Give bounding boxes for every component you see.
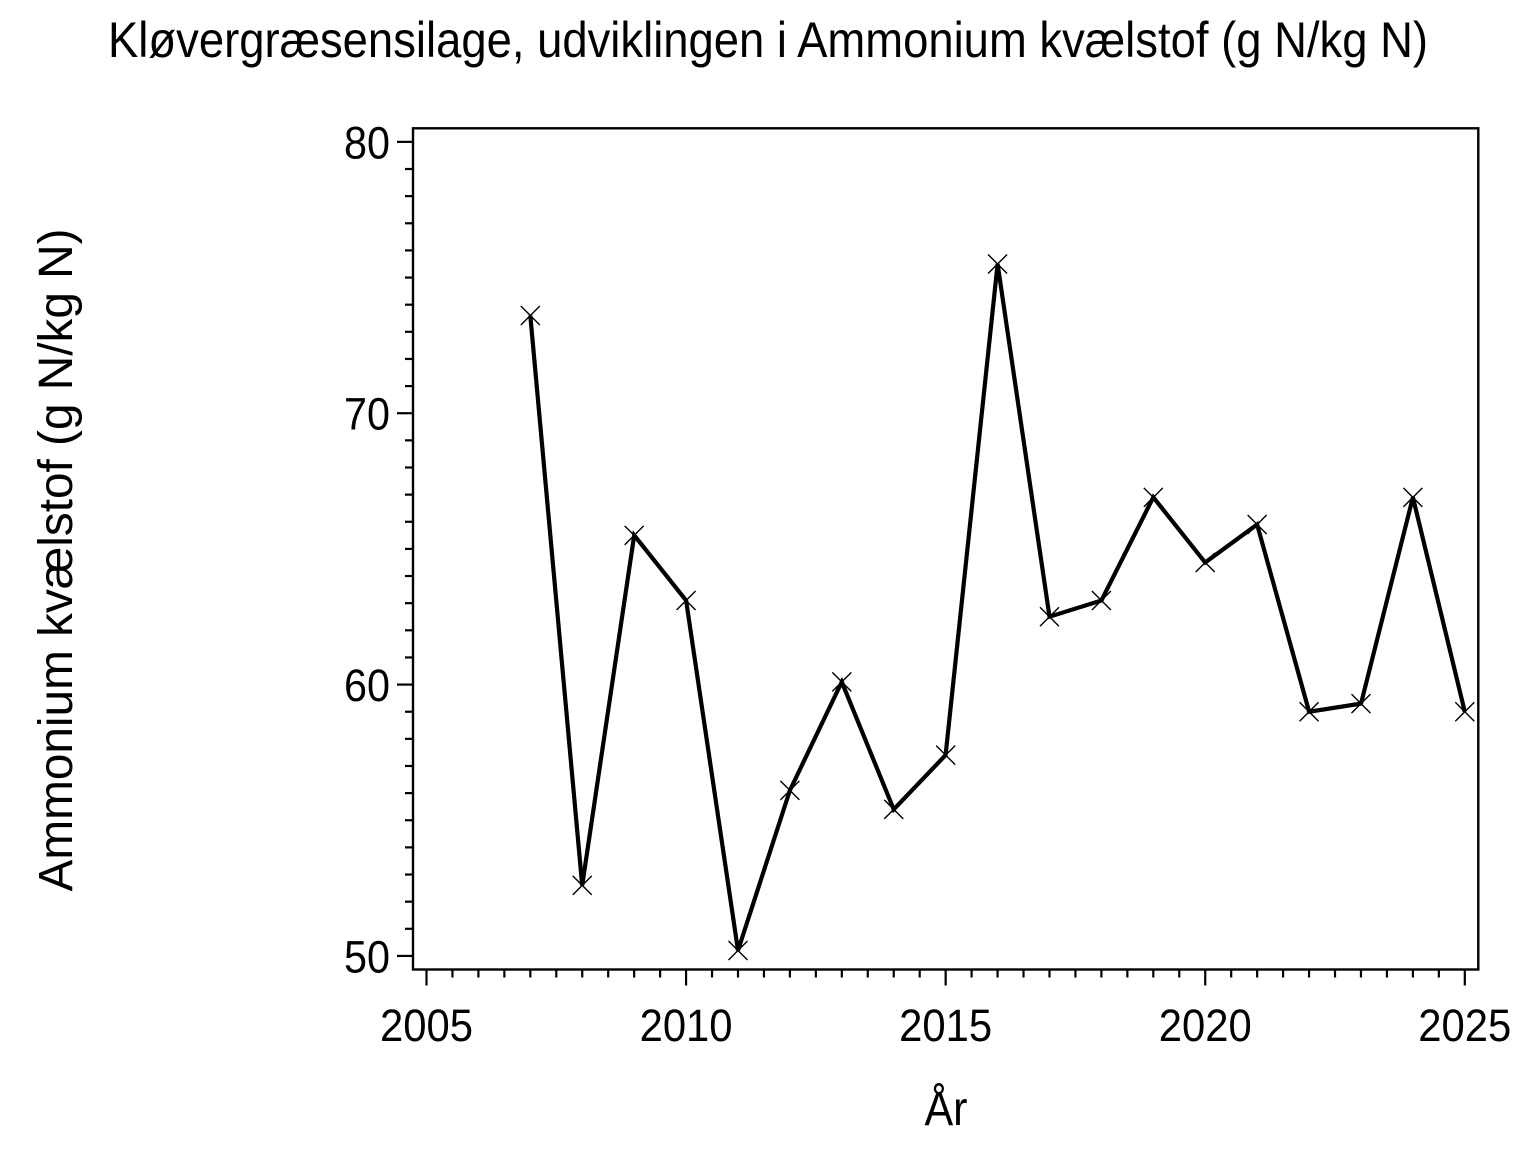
data-point-marker (1195, 552, 1216, 573)
data-point-marker (987, 253, 1008, 274)
data-point-marker (676, 590, 697, 611)
x-tick-label: 2015 (899, 1000, 992, 1051)
y-tick-label: 60 (344, 660, 390, 711)
y-axis-label: Ammonium kvælstof (g N/kg N) (30, 229, 83, 892)
x-tick-label: 2020 (1159, 1000, 1252, 1051)
y-axis-tick-labels: 50 60 70 80 (344, 117, 390, 982)
data-point-marker (1350, 693, 1371, 714)
x-axis-ticks (425, 969, 1466, 986)
data-point-marker (883, 799, 904, 820)
data-point-marker (1039, 606, 1060, 627)
x-axis-label: År (925, 1083, 968, 1136)
data-point-marker (572, 875, 593, 896)
plot-frame (411, 127, 1480, 971)
data-point-marker (1247, 514, 1268, 535)
data-point-marker (1091, 590, 1112, 611)
chart-title: Kløvergræsensilage, udviklingen i Ammoni… (108, 12, 1428, 68)
data-point-marker (1402, 487, 1423, 508)
data-point-marker (520, 305, 541, 326)
x-tick-label: 2025 (1418, 1000, 1511, 1051)
data-point-marker (831, 671, 852, 692)
x-axis-tick-labels: 2005 2010 2015 2020 2025 (380, 1000, 1511, 1051)
data-point-marker (1454, 701, 1475, 722)
data-point-marker (1299, 701, 1320, 722)
x-tick-label: 2005 (380, 1000, 473, 1051)
data-point-marker (727, 940, 748, 961)
x-tick-label: 2010 (640, 1000, 733, 1051)
y-tick-label: 70 (344, 389, 390, 440)
data-point-marker (935, 745, 956, 766)
series-layer (520, 253, 1475, 961)
y-tick-label: 50 (344, 931, 390, 982)
y-tick-label: 80 (344, 117, 390, 168)
data-point-marker (779, 780, 800, 801)
data-point-marker (624, 525, 645, 546)
y-axis-ticks (397, 140, 413, 958)
data-point-marker (1143, 487, 1164, 508)
series-line (528, 263, 1467, 952)
